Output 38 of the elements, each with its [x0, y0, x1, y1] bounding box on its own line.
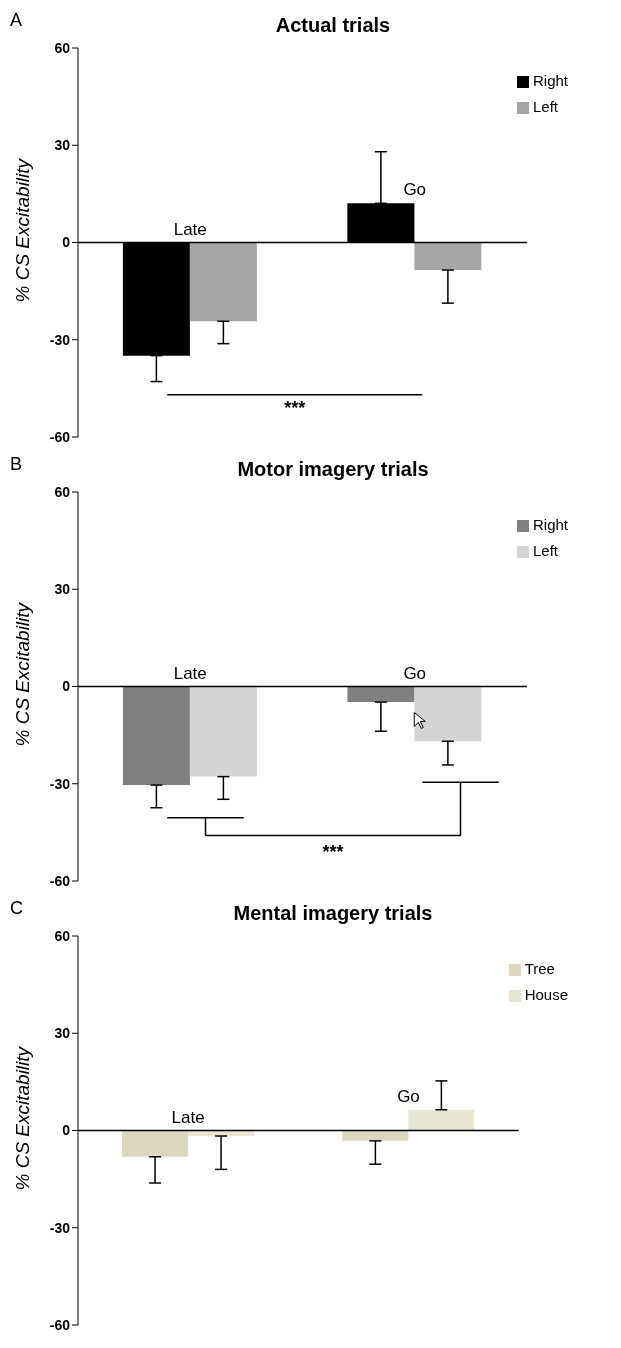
y-tick-label: 0	[62, 678, 71, 695]
x-tick-label: Go	[397, 1086, 420, 1106]
y-axis-title: % CS Excitability	[11, 1045, 33, 1191]
chart-title: Mental imagery trials	[232, 902, 434, 925]
y-tick-label: 0	[62, 234, 71, 251]
x-tick-label: Late	[173, 219, 207, 239]
y-tick-label: 0	[62, 1122, 71, 1139]
y-tick-label: -60	[49, 1316, 71, 1333]
annotation: ***	[284, 398, 306, 419]
y-tick-label: 30	[54, 1025, 71, 1042]
y-tick-label: -60	[49, 872, 71, 889]
legend-label: Tree	[524, 960, 555, 977]
y-tick-label: 60	[54, 483, 71, 500]
legend-label: House	[524, 986, 568, 1003]
x-tick-label: Late	[171, 1107, 205, 1127]
x-tick-label: Late	[173, 663, 207, 683]
x-tick-label: Go	[403, 663, 427, 683]
text: B	[10, 454, 23, 475]
legend-label: Left	[532, 98, 558, 115]
legend-label: Left	[532, 542, 558, 559]
y-axis-title: % CS Excitability	[11, 601, 33, 747]
x-tick-label: Go	[403, 180, 427, 200]
y-axis-title: % CS Excitability	[11, 157, 33, 303]
text: C	[10, 898, 23, 919]
y-tick-label: -60	[49, 428, 71, 445]
y-tick-label: -30	[49, 1219, 71, 1236]
legend-label: Right	[532, 516, 568, 533]
chart-title: Actual trials	[274, 14, 392, 37]
chart-title: Motor imagery trials	[236, 458, 430, 481]
y-tick-label: 60	[54, 39, 71, 56]
y-tick-label: 30	[54, 137, 71, 154]
y-tick-label: 60	[54, 927, 71, 944]
y-tick-label: -30	[49, 775, 71, 792]
y-tick-label: 30	[54, 581, 71, 598]
annotation: ***	[322, 842, 344, 863]
text: A	[10, 10, 23, 31]
y-tick-label: -30	[49, 331, 71, 348]
legend-label: Right	[532, 72, 568, 89]
